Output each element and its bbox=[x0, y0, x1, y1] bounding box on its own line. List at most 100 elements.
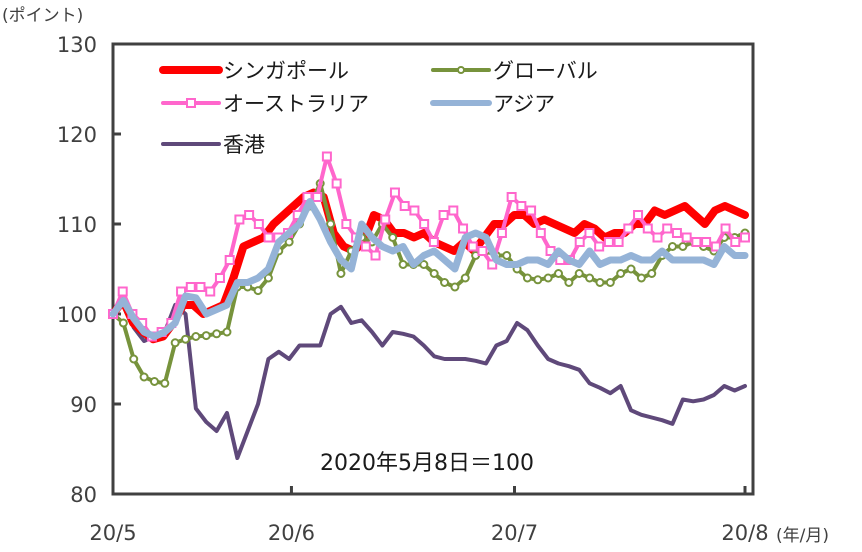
data-point bbox=[496, 228, 507, 238]
legend-label: グローバル bbox=[493, 59, 598, 83]
data-point bbox=[678, 242, 688, 251]
data-point bbox=[502, 251, 512, 260]
data-point bbox=[205, 286, 216, 297]
data-point bbox=[543, 273, 553, 283]
base-annotation: 2020年5月8日＝100 bbox=[320, 451, 534, 476]
data-point bbox=[710, 241, 721, 252]
data-point bbox=[662, 223, 673, 234]
data-point bbox=[263, 273, 273, 283]
data-point bbox=[139, 372, 149, 382]
series-line bbox=[111, 303, 747, 460]
data-point bbox=[176, 286, 187, 297]
legend-marker bbox=[186, 98, 196, 108]
data-point bbox=[398, 260, 408, 269]
y-tick-label: 130 bbox=[57, 33, 97, 57]
data-point bbox=[409, 205, 420, 216]
data-point bbox=[360, 241, 371, 252]
data-point bbox=[616, 269, 626, 278]
data-point bbox=[584, 228, 595, 238]
x-tick-label: 20/5 bbox=[89, 521, 136, 545]
legend-item: シンガポール bbox=[159, 59, 349, 83]
legend-item: オーストラリア bbox=[161, 92, 369, 116]
data-point bbox=[312, 192, 323, 202]
data-point bbox=[647, 269, 657, 278]
data-point bbox=[574, 237, 585, 247]
data-point bbox=[642, 223, 653, 234]
legend-label: アジア bbox=[493, 92, 555, 116]
y-axis-unit-label: (ポイント) bbox=[2, 6, 83, 26]
data-point bbox=[652, 232, 663, 243]
data-point bbox=[516, 201, 527, 211]
data-point bbox=[428, 237, 439, 247]
data-point bbox=[740, 232, 750, 243]
data-point bbox=[460, 273, 470, 283]
data-point bbox=[284, 237, 294, 247]
y-tick-label: 90 bbox=[70, 393, 97, 417]
legend-item: グローバル bbox=[431, 59, 598, 83]
data-point bbox=[380, 214, 391, 225]
data-point bbox=[222, 327, 232, 337]
data-point bbox=[181, 334, 191, 344]
data-point bbox=[321, 151, 332, 162]
legend-marker bbox=[457, 66, 465, 74]
x-axis: 20/5 20/6 20/7 20/8 bbox=[89, 486, 769, 545]
data-point bbox=[336, 269, 346, 278]
data-point bbox=[564, 278, 574, 287]
data-point bbox=[603, 237, 614, 247]
data-point bbox=[585, 273, 595, 283]
data-point bbox=[244, 210, 255, 220]
data-point bbox=[234, 214, 245, 225]
data-point bbox=[487, 259, 498, 270]
data-point bbox=[477, 246, 488, 256]
y-tick-label: 120 bbox=[57, 123, 97, 147]
data-point bbox=[170, 338, 180, 348]
data-point bbox=[440, 278, 450, 287]
legend-label: シンガポール bbox=[223, 59, 349, 83]
data-point bbox=[450, 282, 460, 292]
y-tick-label: 80 bbox=[70, 483, 97, 507]
x-axis-unit-label: (年/月) bbox=[776, 526, 829, 546]
data-point bbox=[214, 273, 225, 283]
series-2 bbox=[108, 151, 750, 342]
data-point bbox=[526, 205, 537, 216]
data-point bbox=[506, 192, 517, 202]
series-0 bbox=[109, 188, 749, 344]
data-point bbox=[671, 228, 682, 238]
series-layer bbox=[108, 151, 750, 460]
data-point bbox=[191, 332, 201, 341]
data-point bbox=[326, 219, 336, 229]
data-point bbox=[667, 242, 677, 251]
data-point bbox=[691, 237, 702, 247]
legend-label: オーストラリア bbox=[223, 92, 369, 116]
data-point bbox=[212, 329, 222, 339]
data-point bbox=[117, 286, 128, 297]
series-3 bbox=[109, 198, 749, 340]
data-point bbox=[533, 275, 543, 285]
data-point bbox=[160, 378, 170, 388]
legend-label: 香港 bbox=[223, 133, 265, 157]
data-point bbox=[224, 255, 235, 265]
data-point bbox=[720, 223, 731, 234]
data-point bbox=[201, 331, 211, 341]
legend-item: アジア bbox=[430, 92, 555, 116]
y-tick-label: 110 bbox=[57, 213, 97, 237]
data-point bbox=[388, 233, 398, 242]
series-line bbox=[109, 198, 749, 340]
x-tick-label: 20/6 bbox=[268, 521, 315, 545]
data-point bbox=[595, 278, 605, 287]
data-point bbox=[118, 318, 128, 328]
data-point bbox=[730, 237, 741, 247]
y-axis: 80 90 100 110 120 130 bbox=[57, 33, 121, 507]
plot-frame bbox=[111, 42, 755, 496]
data-point bbox=[626, 264, 636, 274]
data-point bbox=[633, 210, 644, 220]
data-point bbox=[458, 223, 469, 234]
data-point bbox=[389, 187, 400, 198]
y-tick-label: 100 bbox=[57, 303, 97, 327]
data-point bbox=[419, 260, 429, 269]
data-point bbox=[149, 377, 159, 386]
data-point bbox=[554, 269, 564, 278]
data-point bbox=[574, 269, 584, 278]
data-point bbox=[253, 286, 263, 296]
